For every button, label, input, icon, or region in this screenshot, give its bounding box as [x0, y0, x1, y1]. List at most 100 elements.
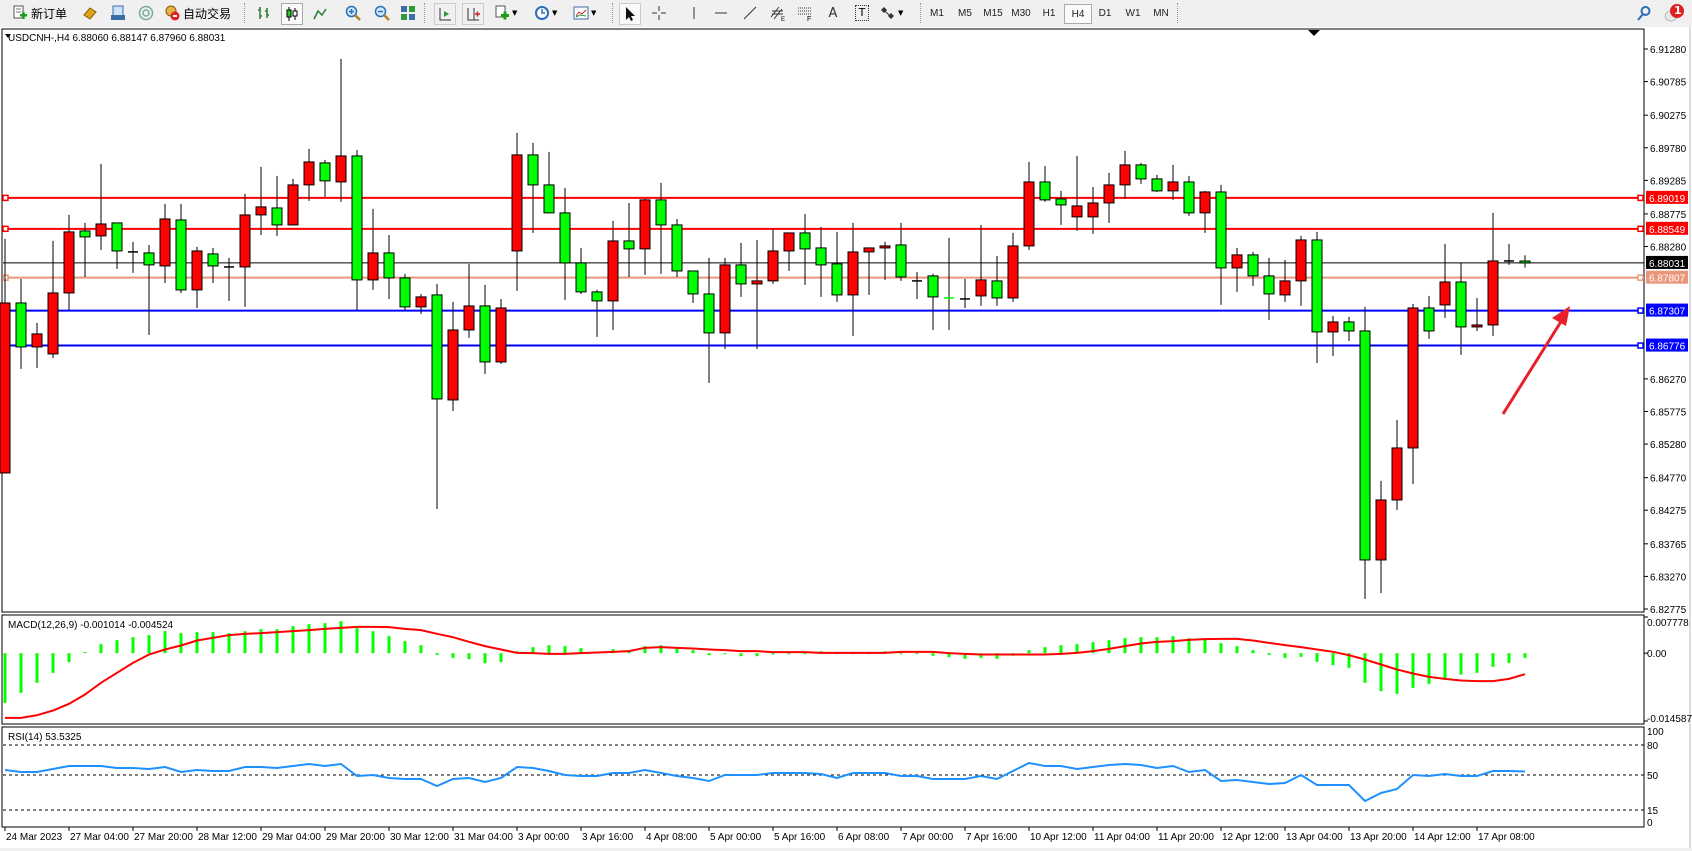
candle[interactable] — [159, 203, 171, 283]
candle[interactable] — [767, 228, 779, 284]
search-button[interactable] — [1634, 3, 1654, 23]
new-order-button[interactable]: 新订单 — [12, 3, 67, 23]
candle[interactable] — [1167, 164, 1179, 200]
candle[interactable] — [479, 284, 491, 374]
candle[interactable] — [287, 178, 299, 226]
candle[interactable] — [207, 247, 219, 283]
candle[interactable] — [1231, 247, 1243, 292]
candle[interactable] — [1439, 243, 1451, 318]
timeframe-m30-button[interactable]: M30 — [1011, 7, 1031, 19]
candle[interactable] — [1471, 297, 1483, 331]
candle[interactable] — [15, 278, 27, 369]
candle[interactable] — [111, 222, 123, 269]
candle[interactable] — [879, 241, 891, 280]
level-handle-right[interactable] — [1637, 307, 1644, 314]
candle[interactable] — [1423, 295, 1435, 339]
candle[interactable] — [1343, 316, 1355, 341]
candle[interactable] — [991, 255, 1003, 306]
candle[interactable] — [1391, 419, 1403, 510]
candle[interactable] — [1487, 212, 1499, 336]
candle[interactable] — [607, 220, 619, 330]
bar-chart-button[interactable] — [254, 3, 274, 23]
main-price-panel[interactable] — [1, 28, 1645, 613]
candle[interactable] — [623, 202, 635, 277]
candle[interactable] — [575, 247, 587, 294]
candle[interactable] — [559, 187, 571, 300]
timeframe-m1-button[interactable]: M1 — [930, 7, 944, 19]
candle[interactable] — [1247, 251, 1259, 286]
candle[interactable] — [1103, 172, 1115, 223]
candle[interactable] — [1215, 184, 1227, 305]
vertical-line-button[interactable] — [684, 3, 704, 23]
candle[interactable] — [303, 148, 315, 201]
candle[interactable] — [735, 242, 747, 297]
candle[interactable] — [1183, 175, 1195, 216]
timeframe-m5-button[interactable]: M5 — [958, 7, 972, 19]
candle[interactable] — [527, 142, 539, 233]
candle[interactable] — [1087, 186, 1099, 234]
candle[interactable] — [960, 278, 970, 308]
navigator-button[interactable] — [136, 3, 156, 23]
candle[interactable] — [1519, 255, 1531, 268]
candle[interactable] — [863, 247, 875, 295]
candle[interactable] — [1375, 480, 1387, 593]
candle[interactable] — [1023, 161, 1035, 250]
candle[interactable] — [255, 166, 267, 235]
fibonacci-button[interactable]: F — [795, 3, 815, 23]
notifications-button[interactable]: 1 — [1661, 3, 1687, 23]
candle[interactable] — [383, 234, 395, 299]
candle[interactable] — [79, 222, 91, 277]
candle[interactable] — [0, 238, 11, 474]
candle[interactable] — [543, 151, 555, 214]
candle[interactable] — [1039, 165, 1051, 202]
zoom-out-button[interactable] — [372, 3, 392, 23]
candle[interactable] — [895, 222, 907, 281]
candle[interactable] — [783, 232, 795, 271]
timeframe-h1-button[interactable]: H1 — [1042, 7, 1056, 19]
timeframe-mn-button[interactable]: MN — [1153, 7, 1169, 19]
candle[interactable] — [63, 214, 75, 310]
candle[interactable] — [591, 289, 603, 337]
candle[interactable] — [431, 283, 443, 509]
timeframe-m15-button[interactable]: M15 — [983, 7, 1003, 19]
candle[interactable] — [687, 270, 699, 303]
candle[interactable] — [944, 237, 954, 330]
zoom-in-button[interactable] — [343, 3, 363, 23]
candle[interactable] — [367, 208, 379, 290]
candle[interactable] — [511, 132, 523, 291]
candle[interactable] — [128, 241, 138, 273]
chart-window[interactable]: 6.89019 6.88549 6.87807 6.87307 6.86776 6.880… — [0, 27, 1692, 848]
candle[interactable] — [447, 301, 459, 411]
templates-button[interactable]: ▼ — [573, 3, 596, 23]
candle[interactable] — [1007, 232, 1019, 302]
candle[interactable] — [1119, 150, 1131, 199]
candle[interactable] — [1327, 315, 1339, 356]
chart-menu-triangle-icon[interactable] — [5, 34, 11, 38]
candle[interactable] — [495, 298, 507, 364]
candle[interactable] — [399, 273, 411, 310]
candle[interactable] — [639, 198, 651, 275]
candle[interactable] — [703, 257, 715, 383]
tile-windows-button[interactable] — [398, 3, 418, 23]
candle[interactable] — [1455, 262, 1467, 355]
crosshair-tool-button[interactable] — [649, 3, 669, 23]
candle[interactable] — [1504, 243, 1514, 265]
candlestick-chart-button[interactable] — [281, 3, 303, 25]
candle[interactable] — [415, 293, 427, 314]
candle[interactable] — [1359, 306, 1371, 599]
candle[interactable] — [319, 159, 331, 197]
candle[interactable] — [239, 193, 251, 307]
candle[interactable] — [927, 273, 939, 330]
candle[interactable] — [655, 182, 667, 274]
candle[interactable] — [1279, 259, 1291, 302]
market-watch-button[interactable] — [80, 3, 100, 23]
candle[interactable] — [719, 257, 731, 349]
chart-canvas[interactable]: 6.89019 6.88549 6.87807 6.87307 6.86776 6.880… — [0, 27, 1692, 848]
level-handle-left[interactable] — [2, 225, 9, 233]
add-indicator-button[interactable]: ▼ — [494, 3, 517, 23]
candle[interactable] — [912, 271, 922, 299]
candle[interactable] — [175, 203, 187, 293]
trendline-button[interactable] — [740, 3, 760, 23]
candle[interactable] — [1135, 162, 1147, 184]
candle[interactable] — [95, 163, 107, 250]
